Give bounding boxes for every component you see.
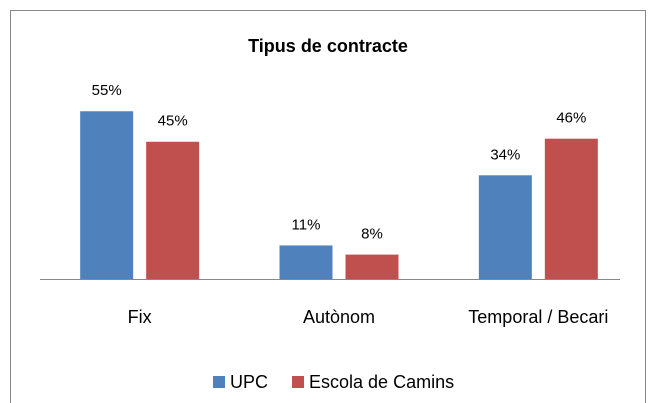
legend-label: UPC: [230, 372, 268, 392]
bar: [146, 141, 200, 279]
bar: [279, 245, 333, 279]
value-label: 46%: [556, 110, 586, 127]
value-label: 11%: [292, 216, 321, 233]
legend-label: Escola de Camins: [309, 372, 454, 392]
value-label: 45%: [158, 113, 188, 130]
x-tick-label: Fix: [128, 307, 152, 327]
bar: [80, 111, 134, 279]
value-label: 8%: [361, 226, 383, 243]
bar: [544, 138, 598, 279]
value-label: 34%: [490, 146, 520, 163]
legend-swatch: [292, 376, 305, 388]
value-label: 55%: [92, 82, 122, 99]
x-tick-label: Temporal / Becari: [468, 307, 608, 327]
x-tick-label: Autònom: [303, 307, 375, 327]
bar: [345, 254, 399, 279]
legend-swatch: [213, 376, 225, 388]
chart-title: Tipus de contracte: [248, 36, 408, 56]
bar: [478, 175, 532, 279]
